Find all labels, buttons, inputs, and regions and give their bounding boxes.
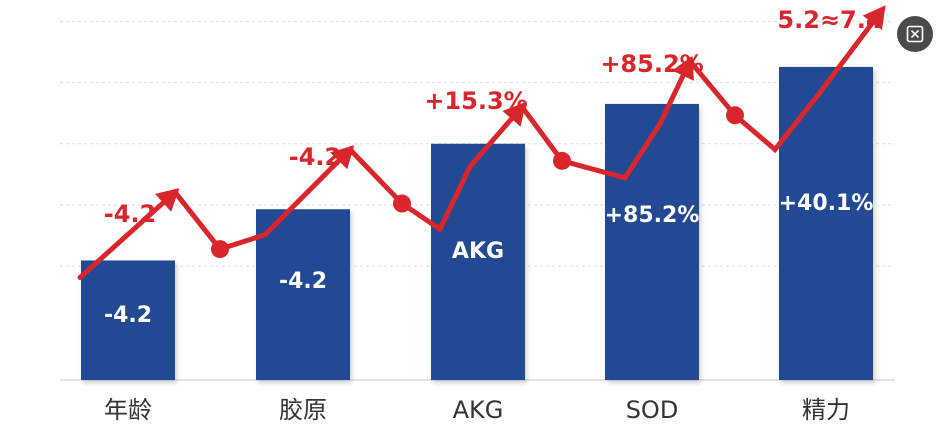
close-icon[interactable] <box>897 16 933 52</box>
bar-label-3: +85.2% <box>605 203 700 228</box>
close-icon-glyph <box>906 25 924 43</box>
trend-arrowhead-3 <box>672 55 694 81</box>
trend-dot-3 <box>726 106 744 125</box>
bar-0 <box>81 260 175 380</box>
bars <box>81 66 873 380</box>
trend-dot-2 <box>553 151 571 170</box>
bar-labels: -4.2 -4.2 AKG +85.2% +40.1% <box>104 191 873 328</box>
category-label-1: 胶原 <box>279 396 327 424</box>
top-label-1: -4.2 <box>289 143 341 171</box>
category-label-3: SOD <box>626 396 679 424</box>
bar-1 <box>256 209 350 380</box>
trend-dot-0 <box>211 240 229 259</box>
top-label-4: 5.2≈7.4 <box>777 6 882 34</box>
top-label-3: +85.2% <box>600 50 703 78</box>
category-labels: 年龄 胶原 AKG SOD 精力 <box>104 396 850 424</box>
trend-arrowhead-1 <box>330 145 355 170</box>
trend-dot-1 <box>393 194 411 213</box>
bar-label-4: +40.1% <box>779 191 874 216</box>
top-label-2: +15.3% <box>424 87 527 115</box>
bar-label-1: -4.2 <box>279 269 327 294</box>
bar-3 <box>605 103 699 380</box>
trend-arrowhead-4 <box>862 5 886 30</box>
bar-4 <box>779 66 873 380</box>
top-label-0: -4.2 <box>104 200 156 228</box>
bar-label-0: -4.2 <box>104 303 152 328</box>
bar-2 <box>431 143 525 380</box>
top-labels: -4.2 -4.2 +15.3% +85.2% 5.2≈7.4 <box>104 6 883 228</box>
trend-arrowhead-2 <box>502 102 526 127</box>
category-label-2: AKG <box>453 396 504 424</box>
category-label-0: 年龄 <box>104 396 152 424</box>
bar-label-2: AKG <box>452 239 504 264</box>
trend-arrowhead-0 <box>155 188 180 212</box>
category-label-4: 精力 <box>802 396 850 424</box>
trend-line <box>77 5 886 280</box>
